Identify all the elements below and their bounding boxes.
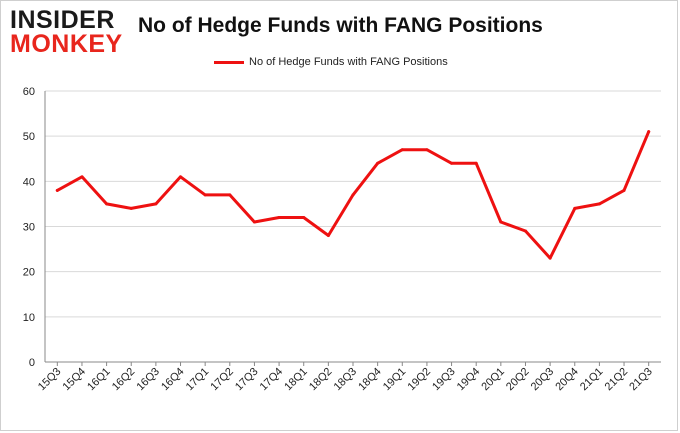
x-tick-label: 17Q4 <box>258 366 286 394</box>
data-point <box>179 175 183 179</box>
x-tick-label: 20Q4 <box>553 366 581 394</box>
data-point <box>351 193 355 197</box>
data-point <box>326 234 330 238</box>
x-tick-label: 20Q2 <box>504 366 532 394</box>
data-point <box>597 202 601 206</box>
data-point <box>277 215 281 219</box>
x-tick-label: 20Q3 <box>529 366 557 394</box>
data-point <box>252 220 256 224</box>
legend-swatch <box>214 60 244 64</box>
data-point <box>450 161 454 165</box>
x-tick-label: 18Q2 <box>307 366 335 394</box>
chart-legend: No of Hedge Funds with FANG Positions <box>214 55 448 69</box>
data-point <box>474 161 478 165</box>
data-point <box>425 148 429 152</box>
x-tick-label: 21Q2 <box>603 366 631 394</box>
x-tick-label: 20Q1 <box>479 366 507 394</box>
chart-title: No of Hedge Funds with FANG Positions <box>138 14 543 37</box>
x-tick-label: 17Q1 <box>184 366 212 394</box>
y-tick-label: 60 <box>23 86 35 98</box>
logo-line-2: MONKEY <box>10 30 123 58</box>
x-tick-label: 16Q3 <box>134 366 162 394</box>
data-point <box>548 256 552 260</box>
data-point <box>203 193 207 197</box>
x-tick-label: 19Q3 <box>430 366 458 394</box>
data-point <box>400 148 404 152</box>
data-point <box>105 202 109 206</box>
data-point <box>376 161 380 165</box>
x-tick-label: 21Q3 <box>627 366 655 394</box>
data-point <box>647 130 651 134</box>
x-tick-label: 16Q2 <box>110 366 138 394</box>
insider-monkey-logo: INSIDER MONKEY <box>10 6 128 58</box>
x-tick-label: 17Q2 <box>208 366 236 394</box>
data-point <box>154 202 158 206</box>
y-tick-label: 10 <box>23 312 35 324</box>
x-tick-label: 19Q1 <box>381 366 409 394</box>
logo-line-1: INSIDER <box>10 6 115 34</box>
data-point <box>80 175 84 179</box>
y-tick-label: 20 <box>23 267 35 279</box>
y-tick-label: 0 <box>29 357 35 369</box>
x-tick-label: 18Q3 <box>332 366 360 394</box>
data-point <box>228 193 232 197</box>
data-point <box>302 215 306 219</box>
y-tick-label: 50 <box>23 131 35 143</box>
y-tick-label: 30 <box>23 222 35 234</box>
data-point <box>573 206 577 210</box>
y-tick-label: 40 <box>23 176 35 188</box>
x-tick-label: 15Q3 <box>36 366 64 394</box>
data-point <box>129 206 133 210</box>
x-tick-label: 18Q1 <box>282 366 310 394</box>
x-tick-label: 21Q1 <box>578 366 606 394</box>
x-tick-label: 15Q4 <box>61 366 89 394</box>
data-point <box>499 220 503 224</box>
x-tick-label: 17Q3 <box>233 366 261 394</box>
data-point <box>523 229 527 233</box>
legend-label: No of Hedge Funds with FANG Positions <box>249 56 448 68</box>
x-tick-label: 19Q4 <box>455 366 483 394</box>
data-point <box>622 188 626 192</box>
data-point <box>55 188 59 192</box>
x-tick-label: 19Q2 <box>406 366 434 394</box>
x-tick-label: 18Q4 <box>356 366 384 394</box>
x-tick-label: 16Q1 <box>85 366 113 394</box>
x-tick-label: 16Q4 <box>159 366 187 394</box>
